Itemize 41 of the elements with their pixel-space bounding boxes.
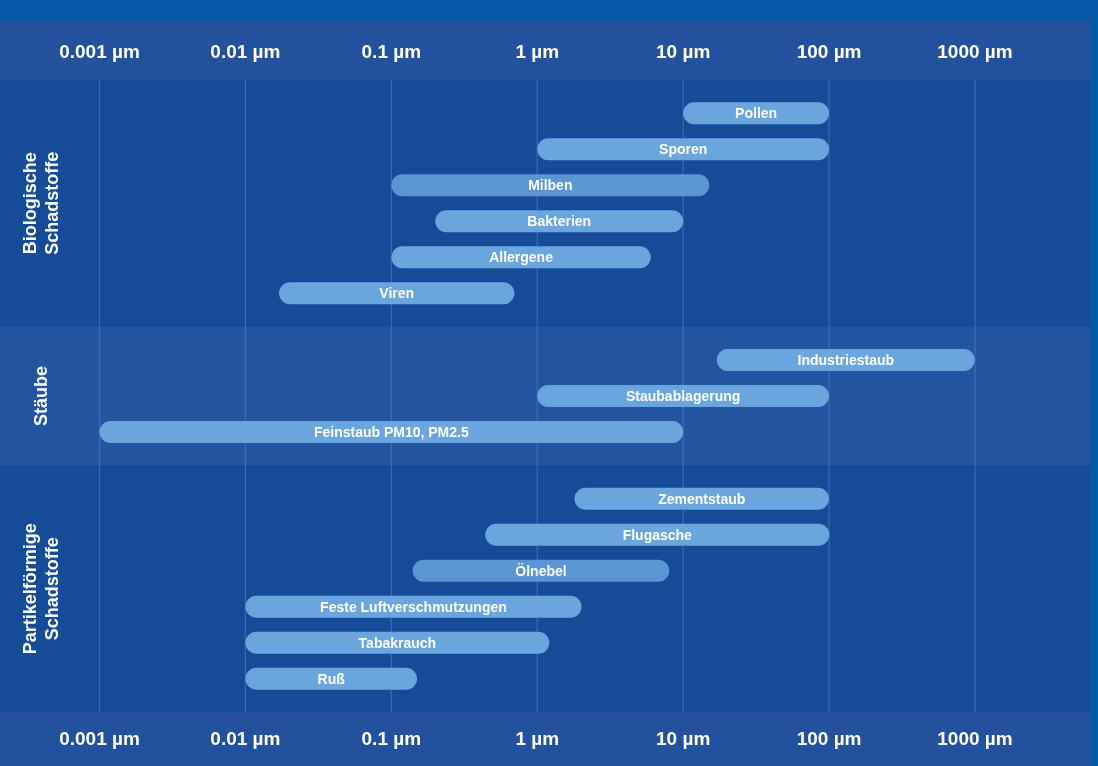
x-tick-label: 0.001 µm <box>59 727 140 749</box>
bar <box>391 246 651 269</box>
x-tick-label: 10 µm <box>656 40 711 62</box>
x-tick-label: 0.01 µm <box>210 40 281 62</box>
y-tick-label: Allergene <box>489 249 554 266</box>
y-tick-label: Tabakrauch <box>358 634 437 651</box>
y-tick-label: Pollen <box>735 105 778 122</box>
y-tick-label: Ölnebel <box>515 562 567 579</box>
y-tick-label: Feinstaub PM10, PM2.5 <box>313 424 469 440</box>
y-tick-label: Industriestaub <box>797 352 895 368</box>
bar <box>485 523 830 546</box>
y-tick-label: Viren <box>379 285 415 302</box>
y-tick-label: Feste Luftverschmutzungen <box>320 598 507 615</box>
x-tick-label: 1000 µm <box>937 727 1013 749</box>
x-tick-label: 0.1 µm <box>361 40 422 62</box>
bar <box>537 138 830 161</box>
y-tick-label: Zementstaub <box>658 490 746 507</box>
x-tick-label: 1 µm <box>515 40 560 62</box>
x-tick-label: 0.001 µm <box>59 40 140 62</box>
x-tick-label: 1000 µm <box>937 40 1013 62</box>
x-tick-label: 1 µm <box>515 727 560 749</box>
y-axis-title: Biologische Schadstoffe <box>20 151 62 255</box>
y-tick-label: Milben <box>528 177 573 194</box>
x-tick-label: 100 µm <box>796 40 862 62</box>
y-axis-title: Partikelförmige Schadstoffe <box>20 523 62 655</box>
bar <box>245 667 418 690</box>
y-axis-title: Stäube <box>31 365 51 427</box>
bar <box>412 559 670 582</box>
bar <box>391 174 710 197</box>
bar <box>279 282 515 305</box>
y-tick-label: Bakterien <box>527 213 592 230</box>
y-tick-label: Sporen <box>659 141 708 158</box>
y-tick-label: Ruß <box>317 670 346 687</box>
y-tick-label: Staubablagerung <box>625 388 741 404</box>
x-tick-label: 0.01 µm <box>210 727 281 749</box>
x-tick-label: 100 µm <box>796 727 862 749</box>
x-tick-label: 0.1 µm <box>361 727 422 749</box>
x-tick-label: 10 µm <box>656 727 711 749</box>
bar <box>245 631 550 654</box>
y-tick-label: Flugasche <box>622 526 693 543</box>
bar <box>435 210 684 233</box>
